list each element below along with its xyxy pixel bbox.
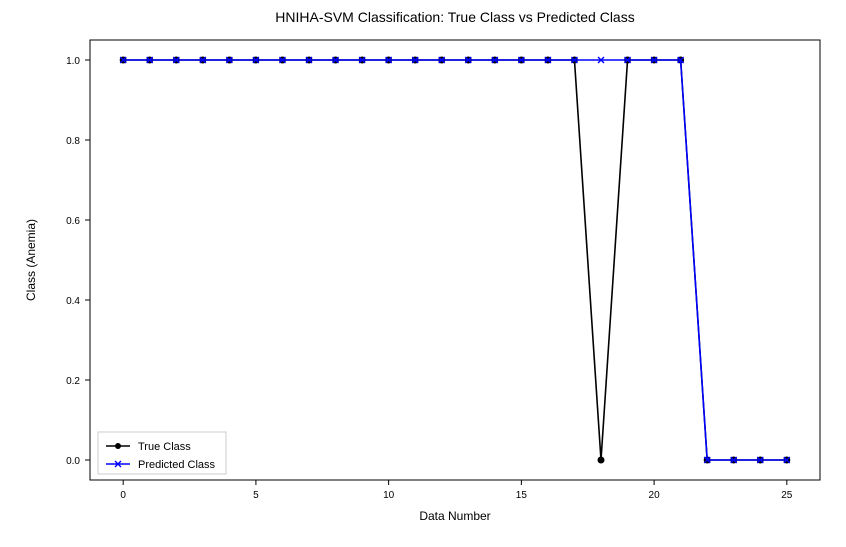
legend-marker-circle xyxy=(115,443,121,449)
x-tick-label: 5 xyxy=(253,490,259,501)
y-tick-label: 0.4 xyxy=(66,296,80,307)
y-tick-label: 0.2 xyxy=(66,376,80,387)
series-marker-circle xyxy=(598,457,604,463)
y-tick-label: 0.8 xyxy=(66,136,80,147)
line-chart: 0 5 10 15 20 25 0.0 0.2 0.4 0.6 0.8 1.0 HNIHA-SVM Cl… xyxy=(0,0,846,547)
series-line xyxy=(123,60,787,460)
chart-container: 0 5 10 15 20 25 0.0 0.2 0.4 0.6 0.8 1.0 HNIHA-SVM Cl… xyxy=(0,0,846,547)
x-axis-label: Data Number xyxy=(419,509,490,523)
y-tick-label: 1.0 xyxy=(66,56,80,67)
series-line xyxy=(123,60,787,460)
legend-label: Predicted Class xyxy=(138,459,216,471)
plot-area xyxy=(90,40,820,480)
x-tick-label: 20 xyxy=(649,490,661,501)
x-tick-label: 15 xyxy=(516,490,528,501)
x-tick-label: 25 xyxy=(781,490,793,501)
y-axis-label: Class (Anemia) xyxy=(24,219,38,301)
x-tick-label: 10 xyxy=(383,490,395,501)
legend-label: True Class xyxy=(138,441,191,453)
y-tick-label: 0.0 xyxy=(66,456,80,467)
chart-title: HNIHA-SVM Classification: True Class vs … xyxy=(275,9,634,25)
x-tick-label: 0 xyxy=(120,490,126,501)
y-tick-label: 0.6 xyxy=(66,216,80,227)
